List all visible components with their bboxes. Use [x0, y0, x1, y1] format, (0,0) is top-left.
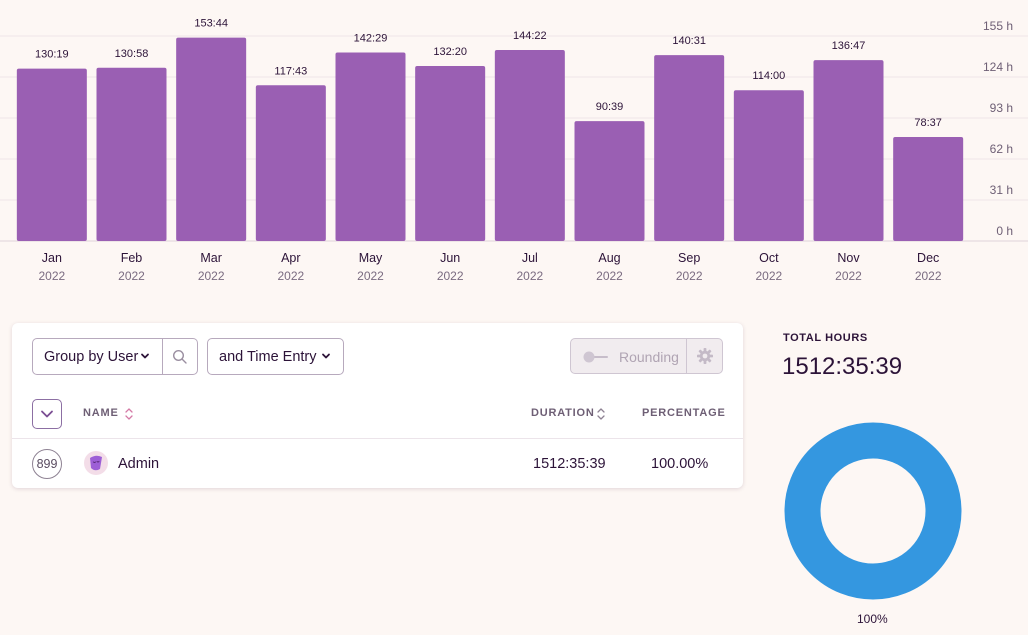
bar-oct[interactable] — [733, 90, 804, 242]
chevron-down-icon — [322, 353, 330, 359]
bar-dec[interactable] — [893, 137, 964, 241]
user-name: Admin — [118, 456, 160, 472]
bar-nov[interactable] — [813, 60, 884, 242]
hours-donut-chart — [784, 422, 962, 600]
expand-all-icon — [41, 410, 53, 418]
total-hours-title: TOTAL HOURS — [783, 332, 868, 344]
x-tick-label-month: Dec — [917, 251, 939, 265]
bar-jun[interactable] — [415, 65, 486, 241]
bar-value-label: 117:43 — [274, 65, 307, 77]
bar-aug[interactable] — [574, 121, 645, 241]
sort-name-icon[interactable] — [124, 406, 134, 422]
x-tick-label-year: 2022 — [676, 269, 703, 283]
bar-apr[interactable] — [255, 85, 326, 241]
x-tick-label-year: 2022 — [437, 269, 464, 283]
bar-feb[interactable] — [96, 67, 167, 241]
gear-icon — [696, 348, 713, 364]
row-duration: 1512:35:39 — [533, 456, 606, 472]
chevron-down-icon — [141, 353, 149, 359]
x-tick-label-month: Apr — [281, 251, 300, 265]
bar-mar[interactable] — [176, 37, 247, 242]
x-tick-label-month: Aug — [598, 251, 620, 265]
x-tick-label-month: Feb — [121, 251, 143, 265]
column-header-name[interactable]: NAME — [83, 407, 119, 419]
x-tick-label-month: May — [359, 251, 383, 265]
row-percentage: 100.00% — [651, 456, 709, 472]
bar-value-label: 90:39 — [596, 101, 624, 113]
x-tick-label-year: 2022 — [357, 269, 384, 283]
rounding-settings-button[interactable] — [687, 338, 723, 374]
sort-duration-icon[interactable] — [596, 406, 606, 422]
search-button[interactable] — [163, 338, 198, 375]
total-hours-value: 1512:35:39 — [782, 353, 903, 380]
y-tick-label: 124 h — [983, 60, 1013, 74]
x-tick-label-month: Sep — [678, 251, 700, 265]
bar-value-label: 78:37 — [914, 117, 942, 129]
rounding-label: Rounding — [619, 349, 679, 365]
expand-all-button[interactable] — [32, 399, 62, 429]
bar-value-label: 114:00 — [752, 70, 785, 82]
x-tick-label-month: Mar — [200, 251, 222, 265]
toggle-switch-icon — [583, 351, 608, 363]
x-tick-label-year: 2022 — [198, 269, 225, 283]
avatar — [84, 451, 108, 475]
y-tick-label: 93 h — [990, 101, 1013, 115]
donut-segment-admin[interactable] — [784, 422, 962, 600]
x-tick-label-year: 2022 — [835, 269, 862, 283]
x-tick-label-year: 2022 — [277, 269, 304, 283]
bar-value-label: 136:47 — [832, 40, 866, 52]
search-icon — [172, 349, 187, 364]
donut-percentage-label: 100% — [857, 612, 888, 626]
x-tick-label-month: Nov — [837, 251, 860, 265]
table-row[interactable]: 899 Admin 1512:35:39 100.00% — [12, 439, 743, 488]
then-by-label: and Time Entry — [219, 348, 317, 365]
bar-jan[interactable] — [16, 68, 87, 241]
x-tick-label-year: 2022 — [38, 269, 65, 283]
bar-value-label: 130:19 — [35, 49, 69, 61]
y-tick-label: 0 h — [996, 224, 1013, 238]
group-by-label: Group by User — [44, 348, 139, 365]
bar-value-label: 130:58 — [115, 48, 149, 60]
x-tick-label-month: Oct — [759, 251, 779, 265]
y-tick-label: 31 h — [990, 183, 1013, 197]
column-header-percentage: PERCENTAGE — [642, 407, 726, 419]
table-header-divider — [12, 438, 743, 439]
entry-count-badge[interactable]: 899 — [32, 449, 62, 479]
x-tick-label-month: Jan — [42, 251, 62, 265]
x-tick-label-year: 2022 — [755, 269, 782, 283]
bar-may[interactable] — [335, 52, 406, 241]
bar-jul[interactable] — [494, 50, 565, 241]
rounding-toggle[interactable]: Rounding — [570, 338, 687, 374]
x-tick-label-year: 2022 — [118, 269, 145, 283]
report-table-card: Group by User and Time Entry Rounding — [12, 323, 743, 488]
bar-sep[interactable] — [654, 55, 725, 241]
bar-value-label: 132:20 — [433, 46, 467, 58]
then-by-dropdown[interactable]: and Time Entry — [207, 338, 344, 375]
y-tick-label: 155 h — [983, 19, 1013, 33]
x-tick-label-month: Jun — [440, 251, 460, 265]
x-tick-label-year: 2022 — [915, 269, 942, 283]
x-tick-label-year: 2022 — [516, 269, 543, 283]
bar-value-label: 144:22 — [513, 30, 547, 42]
column-header-duration[interactable]: DURATION — [531, 407, 595, 419]
bar-value-label: 153:44 — [194, 18, 228, 30]
chart-svg: 0 h 31 h 62 h 93 h 124 h 155 h 130:19 Jan 2022 13… — [0, 18, 1028, 283]
x-tick-label-month: Jul — [522, 251, 538, 265]
x-tick-label-year: 2022 — [596, 269, 623, 283]
monthly-hours-bar-chart: 0 h 31 h 62 h 93 h 124 h 155 h 130:19 Jan 2022 13… — [0, 0, 1028, 295]
bar-value-label: 140:31 — [672, 35, 706, 47]
bar-value-label: 142:29 — [354, 33, 388, 45]
group-by-dropdown[interactable]: Group by User — [32, 338, 163, 375]
y-tick-label: 62 h — [990, 142, 1013, 156]
